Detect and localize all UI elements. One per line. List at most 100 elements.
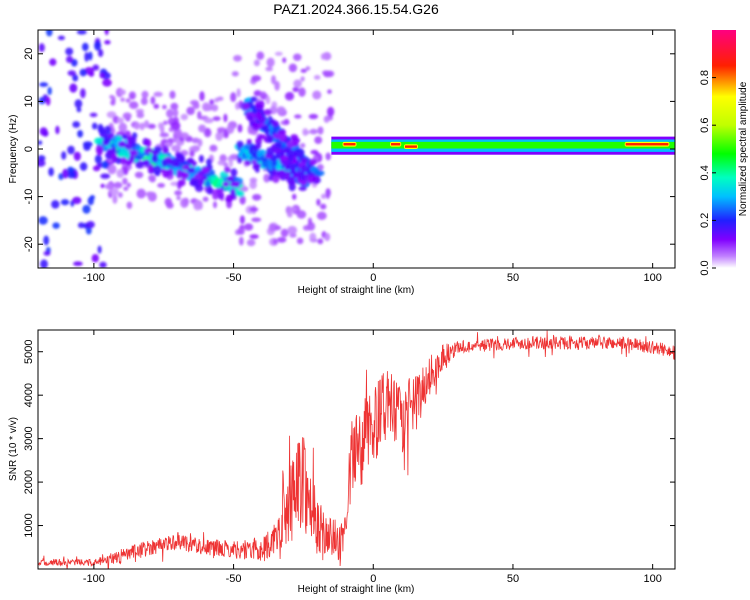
spectrogram-y-tick-label: -20 (23, 236, 35, 252)
spectrogram-cell-365 (99, 72, 105, 79)
spectrogram-cell-657 (135, 160, 145, 169)
spectrogram-cell-135 (253, 59, 260, 67)
spectrogram-cell-153 (274, 80, 280, 91)
spectrogram-cell-400 (153, 103, 160, 109)
spectrogram-cell-350 (39, 127, 48, 136)
peak-segment-1 (391, 143, 401, 146)
spectrogram-cell-660 (152, 165, 162, 174)
spectrogram-cell-407 (268, 223, 276, 232)
spectrogram-cell-39 (251, 217, 262, 223)
spectrogram-cell-646 (181, 171, 190, 180)
spectrogram-cell-338 (179, 132, 189, 139)
spectrogram-cell-760 (290, 178, 296, 185)
spectrogram-y-tick-label: 20 (23, 48, 35, 60)
snr-x-label: Height of straight line (km) (298, 584, 415, 595)
spectrogram-cell-95 (92, 64, 100, 71)
spectrogram-cell-296 (153, 91, 163, 97)
spectrogram-cell-238 (104, 30, 109, 36)
spectrogram-cell-354 (72, 261, 83, 266)
snr-y-tick-label: 5000 (23, 339, 35, 363)
spectrogram-cell-398 (79, 68, 87, 77)
spectrogram-cell-36 (235, 102, 240, 110)
spectrogram-cell-166 (112, 194, 118, 204)
spectrogram-cell-300 (83, 143, 91, 151)
spectrogram-cell-767 (279, 169, 286, 176)
spectrogram-cell-402 (325, 70, 335, 78)
spectrogram-cell-328 (263, 173, 271, 183)
spectrogram-cell-246 (253, 90, 262, 97)
spectrogram-cell-385 (163, 120, 168, 126)
spectrogram-cell-310 (211, 104, 219, 112)
spectrogram-cell-358 (104, 40, 111, 45)
spectrogram-cell-313 (74, 99, 83, 109)
spectrogram-cell-230 (172, 108, 179, 118)
spectrogram-cell-24 (136, 188, 146, 199)
spectrogram-cell-100 (233, 54, 242, 62)
spectrogram-cell-408 (117, 117, 124, 124)
spectrogram-cell-116 (89, 112, 98, 118)
spectrogram-cell-642 (191, 160, 197, 167)
spectrogram-cell-101 (43, 235, 50, 246)
spectrogram-cell-258 (300, 68, 307, 73)
spectrogram-cell-606 (128, 154, 135, 164)
spectrogram-cell-322 (170, 121, 181, 131)
spectrogram-cell-340 (176, 195, 181, 201)
spectrogram-cell-577 (119, 156, 128, 165)
spectrogram-cell-278 (76, 30, 87, 35)
spectrogram-cell-189 (123, 186, 129, 191)
spectrogram-cell-416 (79, 162, 88, 171)
spectrogram-cell-353 (325, 189, 330, 200)
spectrogram-cell-127 (249, 180, 257, 190)
spectrogram-cell-348 (249, 177, 258, 183)
spectrogram-cell-641 (176, 169, 182, 179)
spectrogram-cell-211 (107, 164, 117, 175)
spectrogram-cell-159 (230, 92, 237, 103)
spectrogram-cell-277 (38, 140, 43, 145)
snr-panel: -100 -50 0 50 100 1000 2000 3000 4000 5000 Heigh… (8, 329, 676, 595)
spectrogram-cell-179 (313, 75, 321, 80)
spectrogram-cell-152 (91, 122, 98, 130)
spectrogram-cell-570 (237, 190, 245, 198)
spectrogram-cell-337 (140, 97, 148, 106)
spectrogram-cell-60 (88, 51, 93, 61)
spectrogram-cell-374 (209, 145, 218, 152)
spectrogram-cell-255 (198, 124, 207, 133)
spectrogram-cell-772 (251, 159, 257, 165)
spectrogram-cell-643 (206, 186, 214, 195)
spectrogram-cell-9 (81, 42, 89, 52)
spectrogram-cell-381 (282, 57, 287, 64)
spectrogram-cell-868 (286, 162, 295, 171)
snr-series-line (38, 330, 675, 569)
spectrogram-cell-281 (122, 165, 129, 176)
spectrogram-cell-222 (316, 198, 321, 206)
spectrogram-cell-966 (301, 157, 308, 164)
spectrogram-cell-654 (147, 163, 154, 173)
spectrogram-cell-957 (273, 148, 282, 154)
spectrogram-y-tick-label: -10 (23, 189, 35, 205)
spectrogram-cell-948 (271, 120, 280, 127)
spectrogram-cell-315 (239, 195, 246, 205)
spectrogram-cell-146 (89, 195, 95, 200)
colorbar-gradient (712, 30, 736, 268)
spectrogram-cell-640 (206, 158, 212, 167)
spectrogram-cell-226 (118, 122, 128, 133)
spectrogram-x-label: Height of straight line (km) (298, 285, 415, 296)
spectrogram-cell-653 (171, 160, 179, 168)
spectrogram-cell-749 (298, 185, 307, 192)
spectrogram-cell-419 (45, 96, 51, 106)
spectrogram-cell-375 (145, 191, 154, 198)
spectrogram-cell-174 (226, 124, 235, 134)
spectrogram-cell-396 (197, 138, 203, 147)
spectrogram-cell-377 (212, 192, 219, 200)
spectrogram-cell-247 (288, 207, 297, 212)
spectrogram-cell-45 (186, 106, 195, 116)
spectrogram-cell-405 (223, 113, 228, 123)
spectrogram-cell-228 (77, 129, 84, 138)
spectrogram-cell-412 (136, 112, 145, 119)
spectrogram-cell-406 (287, 225, 298, 235)
spectrogram-cell-140 (51, 200, 60, 209)
spectrogram-cell-334 (309, 128, 318, 135)
spectrogram-cell-108 (284, 91, 295, 101)
spectrogram-cell-364 (147, 123, 156, 129)
spectrogram-cell-633 (230, 168, 238, 177)
